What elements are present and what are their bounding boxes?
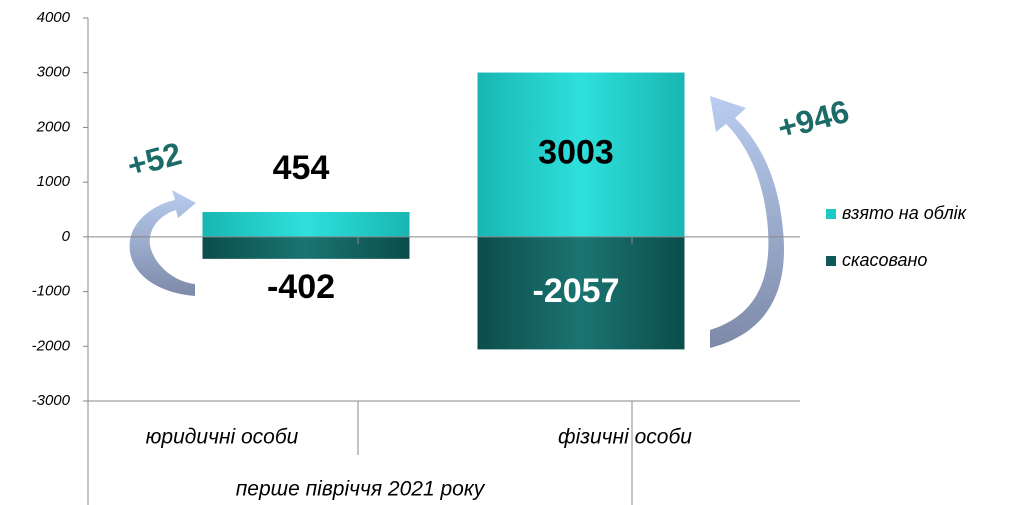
annotation: +946 bbox=[774, 93, 853, 146]
legend-swatch bbox=[826, 209, 836, 219]
x-tick-label: фізичні особи bbox=[558, 426, 692, 449]
bar bbox=[202, 236, 410, 259]
y-tick-label: -2000 bbox=[32, 337, 71, 354]
data-label: 3003 bbox=[538, 134, 614, 172]
data-label: -402 bbox=[267, 268, 335, 306]
data-label: -2057 bbox=[533, 272, 620, 310]
y-tick-label: 3000 bbox=[37, 64, 71, 81]
legend-label: скасовано bbox=[842, 250, 927, 270]
y-tick-label: 0 bbox=[62, 228, 71, 245]
legend-swatch bbox=[826, 256, 836, 266]
x-tick-label: юридичні особи bbox=[146, 426, 299, 449]
bar bbox=[202, 212, 410, 237]
legend-label: взято на облік bbox=[842, 203, 968, 223]
annotation: +52 bbox=[123, 135, 185, 184]
arrow bbox=[129, 190, 196, 296]
bar bbox=[477, 236, 685, 350]
y-tick-label: 1000 bbox=[37, 173, 71, 190]
y-tick-label: -1000 bbox=[32, 283, 71, 300]
y-tick-label: -3000 bbox=[32, 392, 71, 409]
y-tick-label: 2000 bbox=[36, 118, 71, 135]
y-tick-label: 4000 bbox=[37, 9, 71, 26]
group-label: перше півріччя 2021 року bbox=[236, 478, 486, 501]
data-label: 454 bbox=[273, 149, 330, 187]
bar bbox=[477, 72, 685, 237]
arrow bbox=[710, 96, 785, 348]
